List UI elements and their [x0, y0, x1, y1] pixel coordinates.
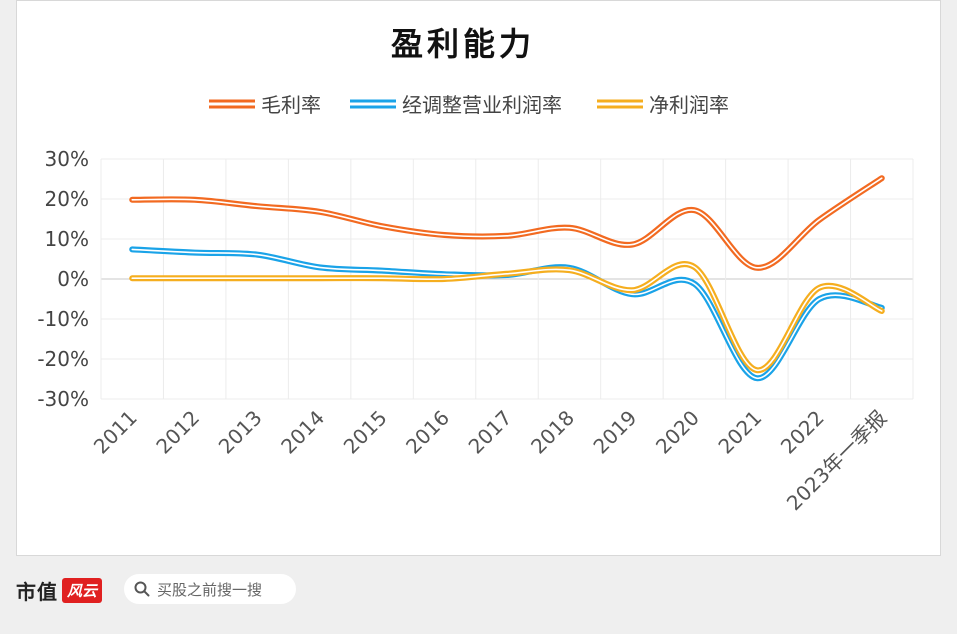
data-point: [193, 251, 197, 255]
data-point: [630, 243, 634, 247]
x-tick-label: 2014: [276, 406, 329, 459]
y-tick-label: 20%: [45, 187, 89, 211]
series-1: [129, 175, 885, 271]
series-line-inner: [131, 263, 883, 372]
brand-logo[interactable]: 市值 风云: [16, 575, 103, 605]
data-point: [692, 265, 696, 269]
data-point: [130, 276, 134, 280]
x-tick-label: 2012: [151, 406, 204, 459]
data-point: [567, 268, 571, 272]
y-tick-label: -20%: [37, 347, 89, 371]
data-point: [755, 376, 759, 380]
x-tick-label: 2011: [89, 406, 142, 459]
data-point: [817, 218, 821, 222]
search-button[interactable]: 买股之前搜一搜: [124, 574, 296, 604]
data-point: [318, 265, 322, 269]
x-tick-label: 2019: [588, 406, 641, 459]
data-point: [880, 309, 884, 313]
x-tick-label: 2022: [776, 406, 829, 459]
y-tick-label: 0%: [57, 267, 89, 291]
y-tick-label: 10%: [45, 227, 89, 251]
x-tick-label: 2020: [651, 406, 704, 459]
data-point: [755, 266, 759, 270]
data-point: [255, 204, 259, 208]
data-point: [692, 208, 696, 212]
series-line-inner: [131, 177, 883, 269]
data-point: [380, 269, 384, 273]
data-point: [817, 297, 821, 301]
data-point: [380, 224, 384, 228]
data-point: [443, 277, 447, 281]
x-tick-label: 2016: [401, 406, 454, 459]
data-point: [443, 233, 447, 237]
data-point: [567, 226, 571, 230]
data-point: [255, 253, 259, 257]
legend-item-2: 经调整营业利润率: [350, 93, 562, 117]
data-point: [817, 286, 821, 290]
search-label: 买股之前搜一搜: [157, 580, 263, 599]
data-point: [255, 276, 259, 280]
y-tick-label: 30%: [45, 147, 89, 171]
x-tick-label: 2013: [214, 406, 267, 459]
data-point: [380, 276, 384, 280]
x-tick-label: 2015: [339, 406, 392, 459]
data-point: [880, 176, 884, 180]
legend-item-1: 毛利率: [209, 93, 321, 117]
brand-badge: 风云: [62, 577, 103, 603]
data-point: [130, 247, 134, 251]
chart-card: 盈利能力毛利率 经调整营业利润率 净利润率 30% 20% 10% 0% -10% -20% -3…: [16, 0, 941, 556]
legend-item-3: 净利润率: [597, 93, 729, 117]
chart-title: 盈利能力: [391, 25, 535, 63]
data-point: [505, 234, 509, 238]
data-point: [193, 276, 197, 280]
legend-label: 净利润率: [649, 93, 729, 117]
x-tick-label: 2018: [526, 406, 579, 459]
y-tick-label: -30%: [37, 387, 89, 411]
y-tick-label: -10%: [37, 307, 89, 331]
legend-label: 毛利率: [261, 93, 321, 117]
series-3: [129, 261, 885, 374]
data-point: [193, 198, 197, 202]
legend-label: 经调整营业利润率: [402, 93, 562, 117]
data-point: [505, 272, 509, 276]
data-point: [692, 282, 696, 286]
data-point: [755, 368, 759, 372]
series-line: [129, 261, 885, 374]
x-tick-label: 2021: [713, 406, 766, 459]
data-point: [443, 272, 447, 276]
x-tick-label: 2017: [464, 406, 517, 459]
data-point: [318, 276, 322, 280]
data-point: [630, 288, 634, 292]
data-point: [130, 198, 134, 202]
data-point: [318, 210, 322, 214]
search-icon: [134, 581, 150, 597]
brand-text: 市值: [16, 579, 58, 604]
